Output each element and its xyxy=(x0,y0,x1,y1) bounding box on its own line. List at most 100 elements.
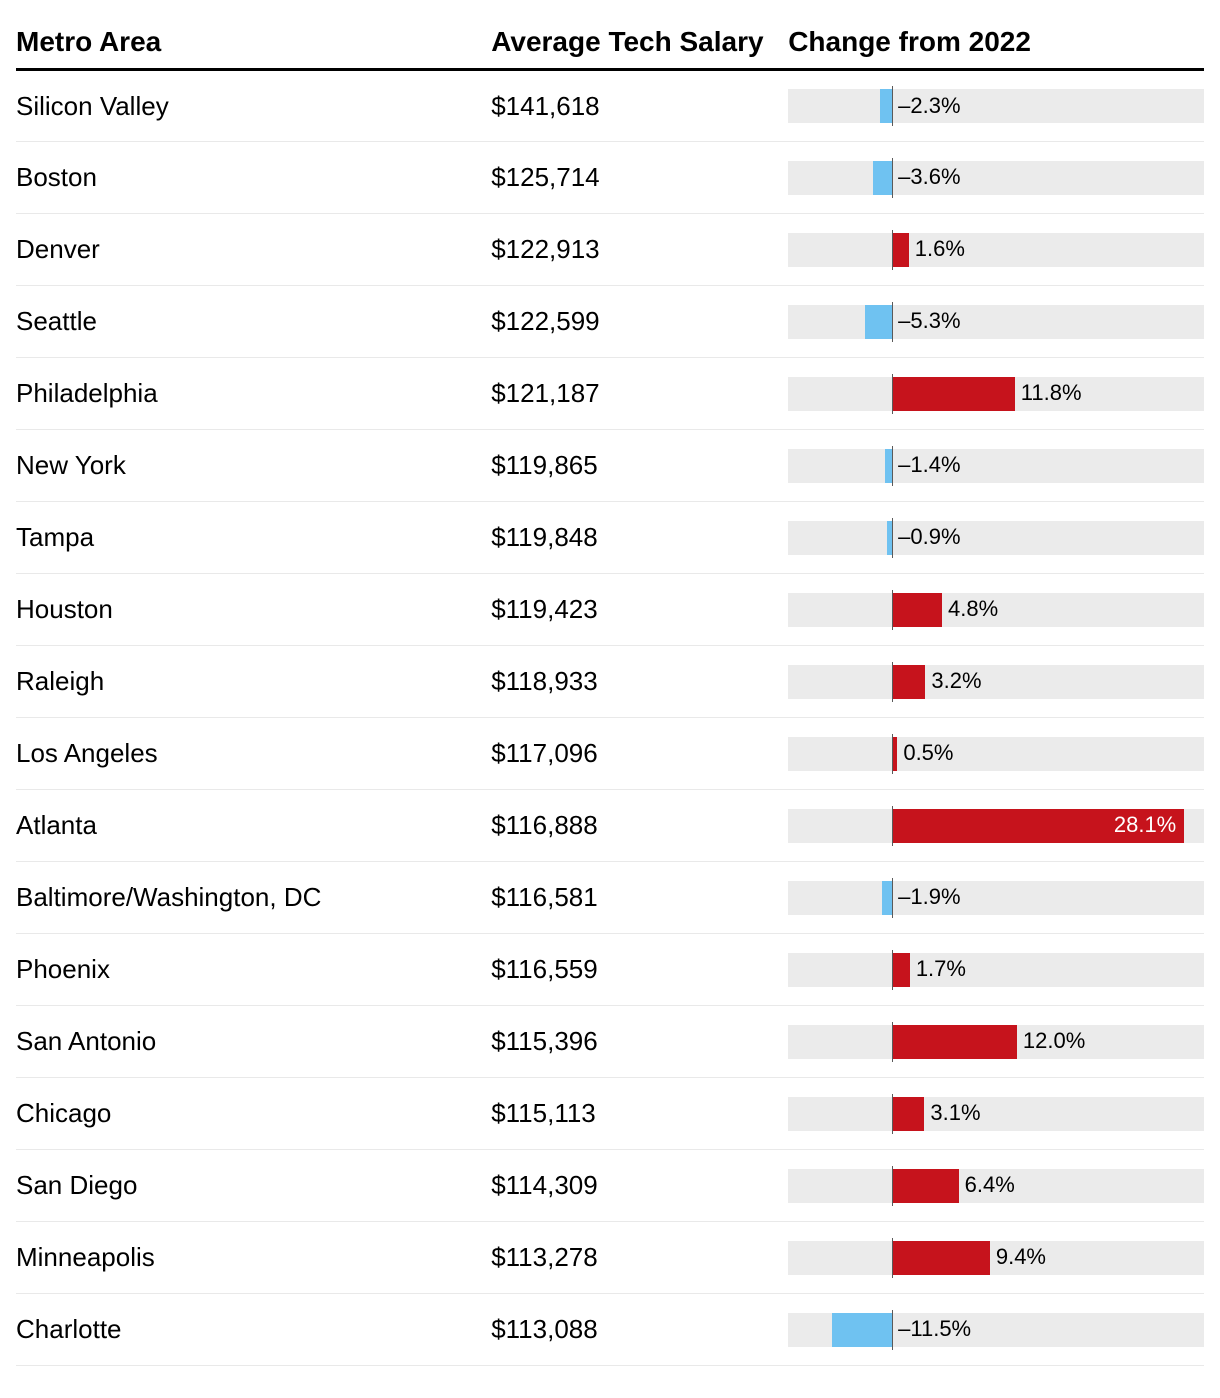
change-cell: 4.8% xyxy=(788,574,1204,646)
salary-cell: $116,581 xyxy=(491,862,788,934)
metro-cell: Los Angeles xyxy=(16,718,491,790)
change-cell: 11.8% xyxy=(788,358,1204,430)
metro-cell: New York xyxy=(16,430,491,502)
bar-cell: 3.2% xyxy=(788,662,1204,702)
change-bar xyxy=(892,377,1015,411)
change-cell: 0.5% xyxy=(788,718,1204,790)
bar-cell: 4.8% xyxy=(788,590,1204,630)
bar-cell: –1.4% xyxy=(788,446,1204,486)
table-row: Tampa$119,848–0.9% xyxy=(16,502,1204,574)
change-bar xyxy=(885,449,892,483)
table-row: Chicago$115,113 3.1% xyxy=(16,1078,1204,1150)
header-metro: Metro Area xyxy=(16,20,491,70)
zero-line xyxy=(892,806,893,846)
salary-cell: $141,618 xyxy=(491,70,788,142)
salary-cell: $115,113 xyxy=(491,1078,788,1150)
bar-track xyxy=(788,449,1204,483)
change-label: –1.4% xyxy=(892,446,960,486)
change-cell: –5.3% xyxy=(788,286,1204,358)
bar-cell: 0.5% xyxy=(788,734,1204,774)
change-label: –11.5% xyxy=(892,1310,971,1350)
salary-cell: $119,423 xyxy=(491,574,788,646)
salary-cell: $125,714 xyxy=(491,142,788,214)
bar-cell: –2.3% xyxy=(788,86,1204,126)
change-label: –1.9% xyxy=(892,878,960,918)
change-bar xyxy=(882,881,892,915)
change-bar xyxy=(892,233,909,267)
metro-cell: Minneapolis xyxy=(16,1222,491,1294)
table-row: New York$119,865–1.4% xyxy=(16,430,1204,502)
change-cell: –2.3% xyxy=(788,70,1204,142)
metro-cell: San Antonio xyxy=(16,1006,491,1078)
bar-track xyxy=(788,233,1204,267)
bar-track xyxy=(788,305,1204,339)
change-label: 0.5% xyxy=(897,734,953,774)
change-bar xyxy=(892,1169,959,1203)
bar-track xyxy=(788,521,1204,555)
change-bar xyxy=(892,593,942,627)
metro-cell: San Diego xyxy=(16,1150,491,1222)
change-bar xyxy=(892,665,925,699)
metro-cell: Denver xyxy=(16,214,491,286)
bar-cell: –11.5% xyxy=(788,1310,1204,1350)
change-cell: –0.9% xyxy=(788,502,1204,574)
salary-cell: $118,933 xyxy=(491,646,788,718)
bar-cell: 12.0% xyxy=(788,1022,1204,1062)
metro-cell: Boston xyxy=(16,142,491,214)
salary-cell: $114,309 xyxy=(491,1150,788,1222)
bar-cell: 3.1% xyxy=(788,1094,1204,1134)
metro-cell: Seattle xyxy=(16,286,491,358)
change-bar xyxy=(865,305,893,339)
change-cell: –11.5% xyxy=(788,1294,1204,1366)
metro-cell: Houston xyxy=(16,574,491,646)
change-label: 4.8% xyxy=(942,590,998,630)
bar-cell: –3.6% xyxy=(788,158,1204,198)
salary-cell: $121,187 xyxy=(491,358,788,430)
change-cell: 3.2% xyxy=(788,646,1204,718)
bar-track xyxy=(788,89,1204,123)
metro-cell: Tampa xyxy=(16,502,491,574)
metro-cell: Philadelphia xyxy=(16,358,491,430)
change-bar xyxy=(873,161,892,195)
table-row: San Diego$114,3096.4% xyxy=(16,1150,1204,1222)
bar-track xyxy=(788,737,1204,771)
bar-cell: 9.4% xyxy=(788,1238,1204,1278)
change-cell: 1.7% xyxy=(788,934,1204,1006)
change-bar xyxy=(880,89,892,123)
table-row: San Antonio$115,39612.0% xyxy=(16,1006,1204,1078)
change-cell: 9.4% xyxy=(788,1222,1204,1294)
zero-line xyxy=(892,1094,893,1134)
change-cell: 1.6% xyxy=(788,214,1204,286)
zero-line xyxy=(892,1166,893,1206)
change-bar xyxy=(892,953,910,987)
change-label: –5.3% xyxy=(892,302,960,342)
change-label: –3.6% xyxy=(892,158,960,198)
salary-table: Metro Area Average Tech Salary Change fr… xyxy=(16,20,1204,1366)
table-row: Phoenix$116,5591.7% xyxy=(16,934,1204,1006)
table-row: Philadelphia$121,187 11.8% xyxy=(16,358,1204,430)
salary-cell: $115,396 xyxy=(491,1006,788,1078)
table-body: Silicon Valley$141,618–2.3%Boston$125,71… xyxy=(16,70,1204,1366)
table-row: Atlanta$116,88828.1% xyxy=(16,790,1204,862)
metro-cell: Phoenix xyxy=(16,934,491,1006)
change-cell: 6.4% xyxy=(788,1150,1204,1222)
change-cell: –1.9% xyxy=(788,862,1204,934)
table-row: Minneapolis$113,2789.4% xyxy=(16,1222,1204,1294)
bar-cell: –0.9% xyxy=(788,518,1204,558)
bar-track xyxy=(788,1097,1204,1131)
metro-cell: Raleigh xyxy=(16,646,491,718)
change-label: 3.1% xyxy=(924,1094,980,1134)
salary-cell: $116,888 xyxy=(491,790,788,862)
change-cell: –1.4% xyxy=(788,430,1204,502)
change-bar xyxy=(892,1097,924,1131)
zero-line xyxy=(892,1022,893,1062)
metro-cell: Chicago xyxy=(16,1078,491,1150)
metro-cell: Atlanta xyxy=(16,790,491,862)
table-row: Denver$122,9131.6% xyxy=(16,214,1204,286)
change-label: 3.2% xyxy=(925,662,981,702)
metro-cell: Baltimore/Washington, DC xyxy=(16,862,491,934)
salary-cell: $119,848 xyxy=(491,502,788,574)
zero-line xyxy=(892,662,893,702)
header-row: Metro Area Average Tech Salary Change fr… xyxy=(16,20,1204,70)
change-label: 11.8% xyxy=(1015,374,1082,414)
